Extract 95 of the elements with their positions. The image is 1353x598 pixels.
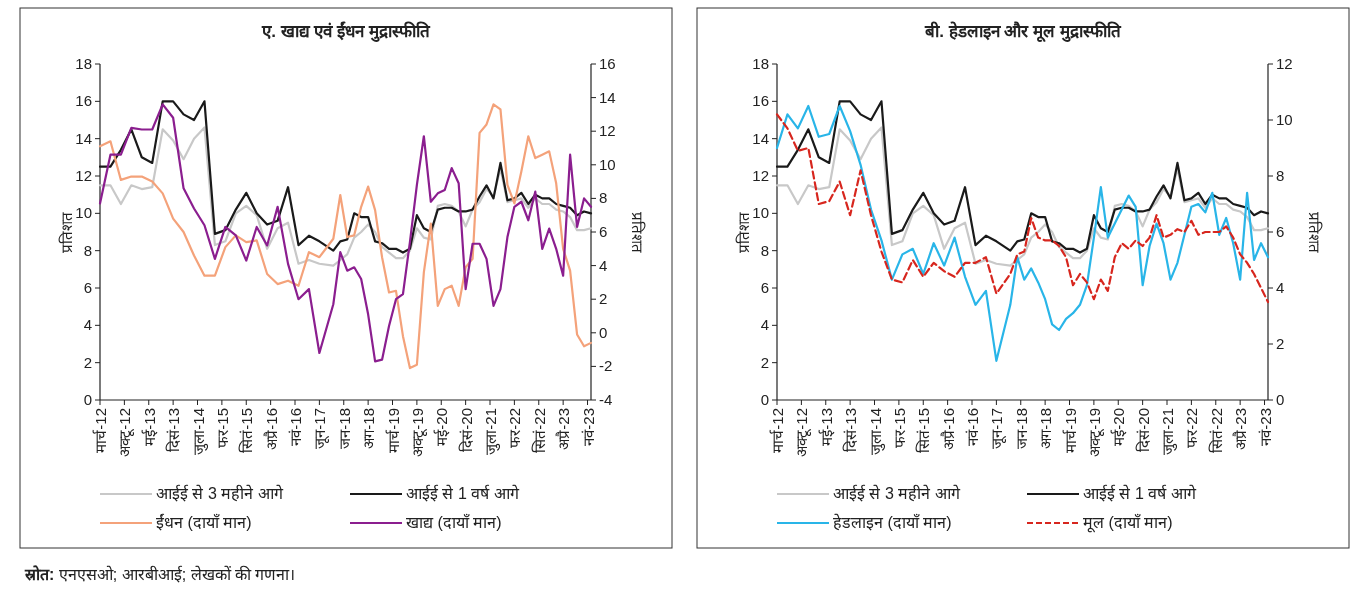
- y2-tick-label: 0: [599, 323, 608, 341]
- y-tick-label: 6: [83, 279, 92, 296]
- x-tick-label: मार्च-12: [768, 408, 786, 453]
- x-tick-label: दिसं-13: [164, 408, 182, 452]
- y2-tick-label: 14: [599, 88, 616, 106]
- y2-axis-title: प्रतिशत: [629, 211, 646, 253]
- x-tick-label: सितं-22: [530, 408, 548, 453]
- text: स्रोत: एनएसओ; आरबीआई; लेखकों की गणना।: [24, 565, 296, 583]
- chart-title: ए. खाद्य एवं ईंधन मुद्रास्फीति: [261, 21, 431, 42]
- y2-tick-label: 12: [599, 122, 616, 140]
- y-tick-label: 18: [752, 55, 769, 72]
- x-tick-label: मई-20: [1109, 408, 1127, 446]
- x-tick-label: अग-18: [1036, 408, 1054, 449]
- y-tick-label: 14: [752, 129, 769, 147]
- x-tick-label: नवं-16: [286, 408, 304, 446]
- x-tick-label: सितं-15: [237, 408, 255, 453]
- y-tick-label: 8: [83, 241, 92, 259]
- y-axis-title: प्रतिशत: [58, 211, 75, 253]
- y-tick-label: 0: [83, 391, 92, 408]
- x-tick-label: जुला-21: [1158, 408, 1178, 455]
- y-tick-label: 10: [752, 204, 769, 222]
- y2-tick-label: 4: [1276, 279, 1285, 296]
- y2-tick-label: 10: [1276, 111, 1293, 128]
- x-tick-label: मार्च-12: [91, 408, 109, 453]
- legend-label: खाद्य (दायाँ मान): [406, 513, 502, 531]
- x-tick-label: दिसं-20: [1134, 408, 1152, 452]
- y-tick-label: 16: [752, 92, 769, 110]
- y2-tick-label: 10: [599, 155, 616, 173]
- y-tick-label: 2: [83, 353, 92, 371]
- y-tick-label: 10: [75, 204, 92, 222]
- y-tick-label: 14: [75, 129, 92, 147]
- x-tick-label: फर-22: [505, 408, 523, 448]
- x-tick-label: जुला-14: [866, 408, 885, 455]
- y2-tick-label: -4: [599, 391, 613, 408]
- x-tick-label: अप्रै-16: [939, 408, 957, 450]
- x-tick-label: जन-18: [335, 408, 353, 449]
- x-tick-label: फर-22: [1182, 408, 1200, 448]
- y-tick-label: 4: [83, 316, 92, 334]
- x-tick-label: दिसं-13: [841, 408, 859, 452]
- x-tick-label: अप्रै-23: [1231, 408, 1249, 450]
- x-tick-label: अक्टू-19: [408, 408, 428, 457]
- x-tick-label: अग-18: [359, 408, 377, 449]
- y2-tick-label: 12: [1276, 55, 1293, 72]
- x-tick-label: जून-17: [310, 408, 330, 449]
- y2-tick-label: 6: [1276, 223, 1285, 240]
- y2-tick-label: 8: [1276, 167, 1285, 184]
- y-tick-label: 8: [760, 241, 769, 259]
- y-tick-label: 12: [752, 167, 769, 184]
- legend-label: आईई से 1 वर्ष आगे: [406, 484, 520, 502]
- y2-tick-label: 2: [599, 290, 608, 308]
- y-tick-label: 4: [760, 316, 769, 334]
- x-tick-label: अक्टू-12: [115, 408, 135, 457]
- x-tick-label: फर-15: [890, 408, 908, 448]
- y2-axis-title: प्रतिशत: [1306, 211, 1323, 253]
- x-tick-label: मार्च-19: [384, 408, 402, 453]
- x-tick-label: जन-18: [1012, 408, 1030, 449]
- y-tick-label: 12: [75, 167, 92, 184]
- y-tick-label: 2: [760, 353, 769, 371]
- x-tick-label: मार्च-19: [1061, 408, 1079, 453]
- y2-tick-label: -2: [599, 357, 613, 375]
- y-axis-title: प्रतिशत: [735, 211, 752, 253]
- chart-title: बी. हेडलाइन और मूल मुद्रास्फीति: [924, 21, 1122, 43]
- x-tick-label: सितं-15: [914, 408, 932, 453]
- x-tick-label: नवं-23: [579, 408, 597, 446]
- legend-label: मूल (दायाँ मान): [1083, 513, 1173, 533]
- y2-tick-label: 4: [599, 256, 608, 274]
- x-tick-label: नवं-16: [963, 408, 981, 446]
- x-tick-label: सितं-22: [1207, 408, 1225, 453]
- x-tick-label: अप्रै-23: [554, 408, 572, 450]
- y-tick-label: 18: [75, 55, 92, 72]
- x-tick-label: मई-20: [432, 408, 450, 446]
- x-tick-label: फर-15: [213, 408, 231, 448]
- x-tick-label: जून-17: [987, 408, 1007, 449]
- x-tick-label: जुला-21: [481, 408, 501, 455]
- y2-tick-label: 0: [1276, 391, 1285, 408]
- y2-tick-label: 6: [599, 223, 608, 240]
- legend-label: आईई से 3 महीने आगे: [833, 484, 961, 502]
- x-tick-label: अक्टू-19: [1085, 408, 1105, 457]
- x-tick-label: नवं-23: [1256, 408, 1274, 446]
- y-tick-label: 16: [75, 92, 92, 110]
- y2-tick-label: 2: [1276, 335, 1285, 352]
- x-tick-label: दिसं-20: [457, 408, 475, 452]
- x-tick-label: अक्टू-12: [792, 408, 812, 457]
- legend-label: ईंधन (दायाँ मान): [156, 513, 252, 531]
- x-tick-label: मई-13: [817, 408, 835, 446]
- legend-label: आईई से 1 वर्ष आगे: [1083, 484, 1197, 502]
- legend-label: आईई से 3 महीने आगे: [156, 484, 284, 502]
- y2-tick-label: 16: [599, 55, 616, 72]
- x-tick-label: जुला-14: [189, 408, 208, 455]
- legend-label: हेडलाइन (दायाँ मान): [833, 513, 952, 531]
- x-tick-label: अप्रै-16: [262, 408, 280, 450]
- y-tick-label: 0: [760, 391, 769, 408]
- y-tick-label: 6: [760, 279, 769, 296]
- y2-tick-label: 8: [599, 189, 608, 207]
- x-tick-label: मई-13: [140, 408, 158, 446]
